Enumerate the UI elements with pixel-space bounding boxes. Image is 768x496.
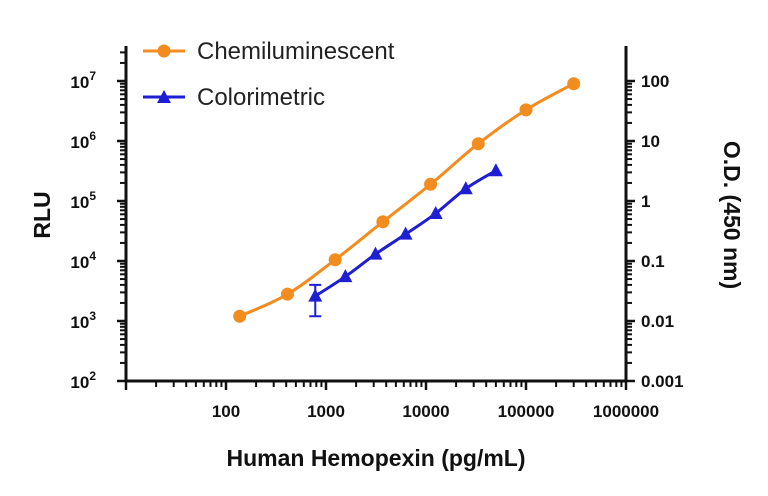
legend: Chemiluminescent Colorimetric xyxy=(143,38,395,111)
y-left-tick-label: 106 xyxy=(70,129,96,152)
x-axis-title: Human Hemopexin (pg/mL) xyxy=(226,445,525,471)
x-tick-label: 100 xyxy=(212,402,240,421)
data-point-chemiluminescent xyxy=(424,177,438,191)
tick-exponent: 3 xyxy=(89,309,96,323)
tick-base: 10 xyxy=(70,373,89,392)
tick-base: 10 xyxy=(70,313,89,332)
series-line-chemiluminescent xyxy=(239,82,575,318)
tick-exponent: 5 xyxy=(89,189,96,203)
y-left-tick-label: 105 xyxy=(70,189,96,212)
x-tick-label: 100000 xyxy=(498,402,555,421)
data-point-colorimetric xyxy=(308,288,323,302)
legend-label-colorimetric: Colorimetric xyxy=(197,84,325,111)
data-point-chemiluminescent xyxy=(567,77,581,91)
tick-exponent: 6 xyxy=(89,129,96,143)
data-point-chemiluminescent xyxy=(328,253,342,267)
y-right-tick-label: 0.1 xyxy=(641,252,665,271)
y-left-tick-label: 104 xyxy=(70,249,96,272)
y-left-tick-label: 107 xyxy=(70,69,96,92)
y-right-axis-title: O.D. (450 nm) xyxy=(719,141,745,289)
tick-exponent: 2 xyxy=(89,369,96,383)
y-left-axis-title: RLU xyxy=(29,191,55,238)
data-point-colorimetric xyxy=(488,163,503,177)
y-left-tick-label: 102 xyxy=(70,369,96,392)
data-point-chemiluminescent xyxy=(519,103,533,117)
data-point-chemiluminescent xyxy=(280,287,294,301)
tick-base: 10 xyxy=(70,73,89,92)
tick-exponent: 7 xyxy=(89,69,96,83)
legend-marker-circle xyxy=(157,44,171,58)
y-right-tick-label: 0.001 xyxy=(641,372,684,391)
data-point-chemiluminescent xyxy=(376,215,390,229)
x-tick-label: 1000 xyxy=(307,402,345,421)
series-layer xyxy=(233,77,581,323)
y-right-tick-label: 100 xyxy=(641,72,669,91)
x-tick-label: 10000 xyxy=(402,402,449,421)
tick-base: 10 xyxy=(70,133,89,152)
data-point-colorimetric xyxy=(428,205,443,219)
x-tick-label: 1000000 xyxy=(593,402,659,421)
y-left-tick-label: 103 xyxy=(70,309,96,332)
data-point-colorimetric xyxy=(398,226,413,240)
legend-item-chemiluminescent: Chemiluminescent xyxy=(143,38,395,65)
tick-base: 10 xyxy=(70,253,89,272)
tick-exponent: 4 xyxy=(89,249,96,263)
data-point-chemiluminescent xyxy=(233,309,247,323)
tick-base: 10 xyxy=(70,193,89,212)
legend-label-chemiluminescent: Chemiluminescent xyxy=(197,38,395,65)
data-point-chemiluminescent xyxy=(471,137,485,151)
y-right-tick-label: 1 xyxy=(641,192,650,211)
y-right-tick-label: 0.01 xyxy=(641,312,674,331)
legend-marker-triangle xyxy=(157,90,171,103)
data-point-colorimetric xyxy=(338,269,353,283)
axes: 100 1000 10000 100000 1000000102103104105106… xyxy=(70,46,684,421)
legend-item-colorimetric: Colorimetric xyxy=(143,84,325,111)
data-point-colorimetric xyxy=(368,246,383,260)
data-point-colorimetric xyxy=(458,181,473,195)
y-right-tick-label: 10 xyxy=(641,132,660,151)
